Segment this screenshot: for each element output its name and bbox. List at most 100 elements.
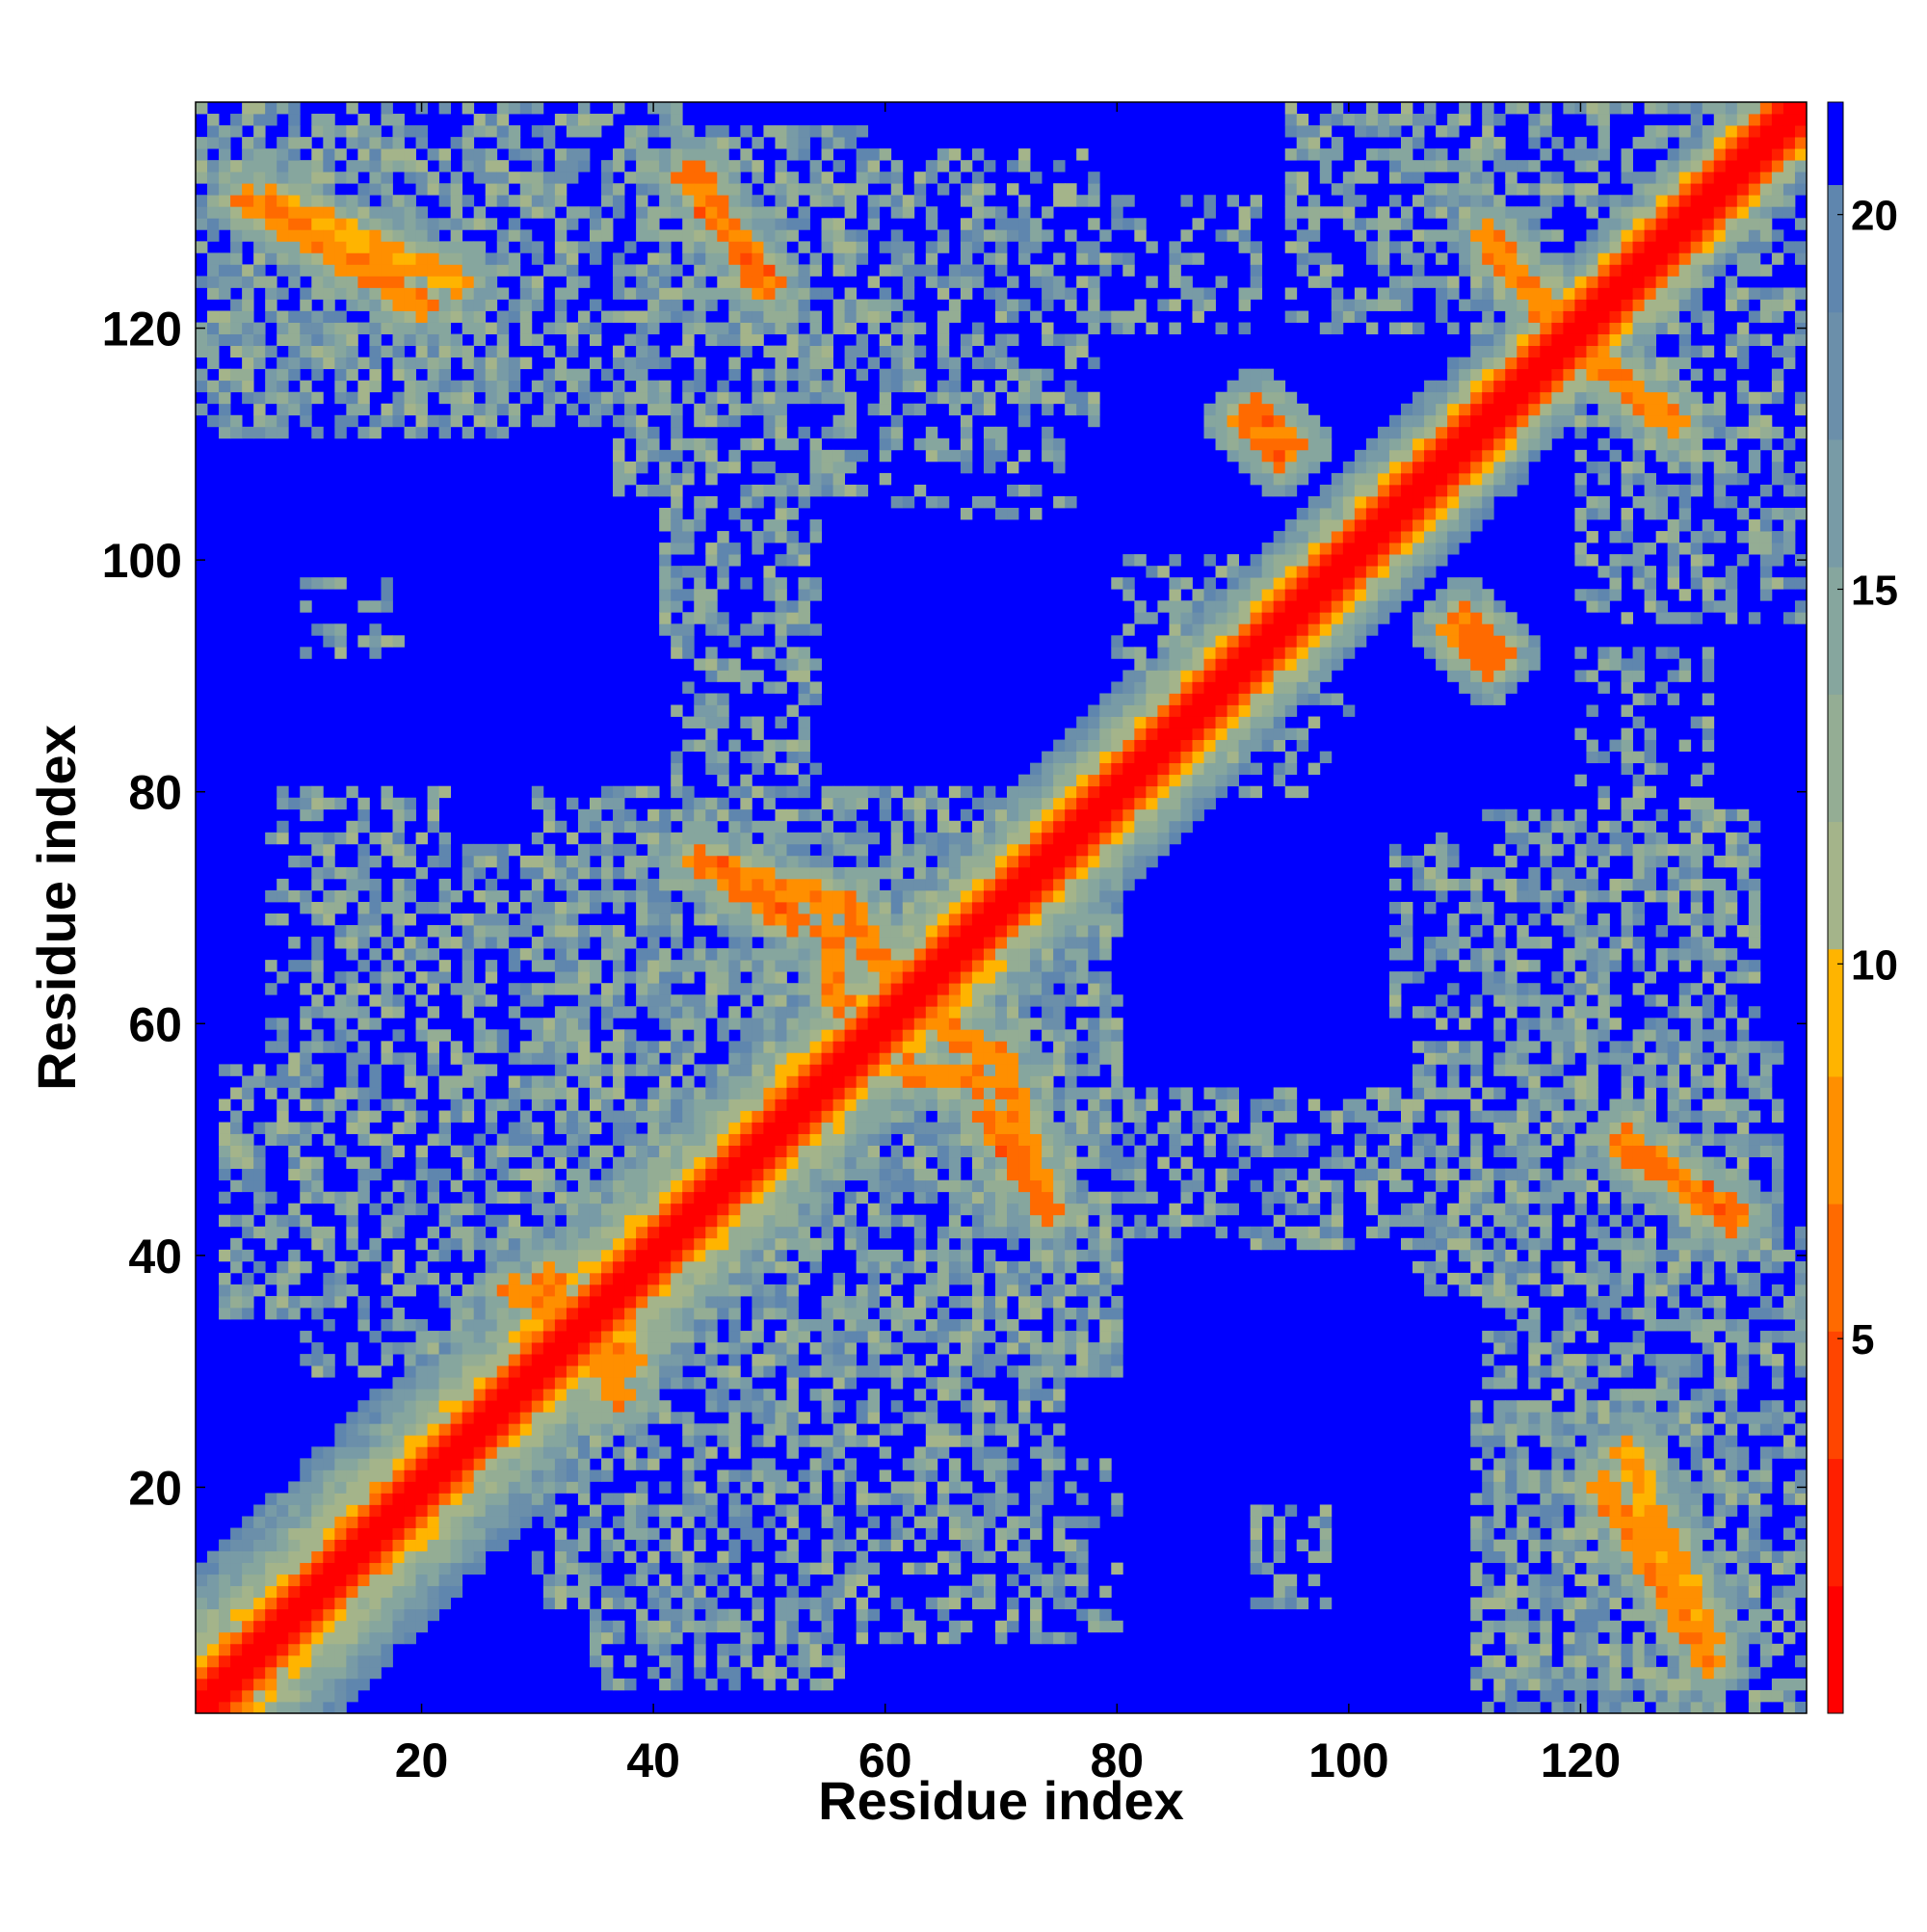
heatmap-cell <box>485 1400 498 1413</box>
heatmap-cell <box>624 1249 637 1262</box>
heatmap-cell <box>890 832 904 845</box>
heatmap-cell <box>508 1237 521 1251</box>
heatmap-cell <box>196 1689 208 1703</box>
heatmap-cell <box>682 531 695 543</box>
heatmap-cell <box>346 1574 358 1587</box>
heatmap-cell <box>404 878 416 891</box>
heatmap-cell <box>508 1342 521 1355</box>
heatmap-cell <box>230 1527 243 1540</box>
heatmap-cell <box>902 1075 915 1088</box>
heatmap-cell <box>844 1203 858 1216</box>
heatmap-cell <box>392 1400 405 1413</box>
heatmap-cell <box>323 1110 335 1123</box>
heatmap-cell <box>601 1272 614 1285</box>
heatmap-cell <box>717 612 729 624</box>
heatmap-cell <box>659 1272 672 1285</box>
heatmap-cell <box>242 1585 254 1599</box>
heatmap-cell <box>937 1597 950 1610</box>
heatmap-cell <box>323 1191 335 1204</box>
heatmap-cell <box>334 125 347 138</box>
heatmap-cell <box>346 1678 358 1691</box>
heatmap-cell <box>659 403 672 416</box>
heatmap-cell <box>196 148 208 161</box>
heatmap-cell <box>728 1260 741 1274</box>
heatmap-cell <box>694 1331 706 1343</box>
heatmap-cell <box>925 925 938 938</box>
heatmap-cell <box>589 1122 602 1134</box>
heatmap-cell <box>809 889 822 903</box>
heatmap-cell <box>694 739 706 753</box>
heatmap-cell <box>844 866 858 880</box>
heatmap-cell <box>508 1365 521 1378</box>
heatmap-cell <box>473 1075 487 1088</box>
heatmap-cell <box>694 1585 706 1599</box>
heatmap-cell <box>937 1631 950 1645</box>
heatmap-cell <box>288 1631 301 1645</box>
heatmap-cell <box>775 1168 787 1181</box>
heatmap-cell <box>357 206 370 219</box>
heatmap-cell <box>867 310 881 323</box>
heatmap-cell <box>566 913 579 926</box>
heatmap-cell <box>913 983 927 995</box>
heatmap-cell <box>890 1260 904 1274</box>
heatmap-cell <box>601 1342 614 1355</box>
heatmap-cell <box>473 1423 487 1436</box>
heatmap-cell <box>798 299 810 311</box>
heatmap-cell <box>346 948 358 961</box>
heatmap-cell <box>334 414 347 428</box>
heatmap-cell <box>902 241 915 253</box>
heatmap-cell <box>613 1214 625 1228</box>
heatmap-cell <box>219 1585 231 1599</box>
heatmap-cell <box>473 1064 487 1076</box>
heatmap-cell <box>890 855 904 868</box>
heatmap-cell <box>809 1237 822 1251</box>
heatmap-cell <box>601 1654 614 1668</box>
heatmap-cell <box>531 948 544 961</box>
heatmap-cell <box>913 843 927 857</box>
heatmap-cell <box>659 901 672 914</box>
heatmap-cell <box>636 449 648 463</box>
heatmap-cell <box>728 1214 741 1228</box>
heatmap-cell <box>242 160 254 172</box>
heatmap-cell <box>323 623 335 636</box>
heatmap-cell <box>566 1145 579 1158</box>
heatmap-cell <box>890 264 904 277</box>
heatmap-cell <box>809 1631 822 1645</box>
heatmap-cell <box>392 229 405 242</box>
heatmap-cell <box>531 148 544 161</box>
heatmap-cell <box>844 948 858 961</box>
heatmap-cell <box>786 1075 799 1088</box>
heatmap-cell <box>613 1179 625 1193</box>
heatmap-cell <box>775 1214 787 1228</box>
heatmap-cell <box>647 1156 660 1170</box>
heatmap-cell <box>508 948 521 961</box>
heatmap-cell <box>485 1145 498 1158</box>
heatmap-cell <box>844 1018 858 1030</box>
heatmap-cell <box>821 1631 833 1645</box>
heatmap-cell <box>948 1597 962 1610</box>
heatmap-cell <box>404 299 416 311</box>
heatmap-cell <box>496 1435 510 1447</box>
heatmap-cell <box>230 368 243 382</box>
heatmap-cell <box>694 1377 706 1389</box>
heatmap-cell <box>496 889 510 903</box>
heatmap-cell <box>659 206 672 219</box>
heatmap-cell <box>960 1237 973 1251</box>
heatmap-cell <box>624 889 637 903</box>
heatmap-cell <box>277 1029 289 1042</box>
heatmap-cell <box>937 1133 950 1146</box>
heatmap-cell <box>577 1168 591 1181</box>
heatmap-cell <box>671 102 683 115</box>
heatmap-cell <box>265 1041 277 1053</box>
heatmap-cell <box>566 1342 579 1355</box>
heatmap-cell <box>913 1295 927 1309</box>
heatmap-cell <box>334 276 347 288</box>
heatmap-cell <box>601 1435 614 1447</box>
heatmap-cell <box>786 322 799 334</box>
heatmap-cell <box>311 1562 324 1575</box>
heatmap-cell <box>392 1260 405 1274</box>
heatmap-cell <box>786 762 799 776</box>
heatmap-cell <box>798 264 810 277</box>
heatmap-cell <box>671 589 683 601</box>
heatmap-cell <box>392 808 405 822</box>
